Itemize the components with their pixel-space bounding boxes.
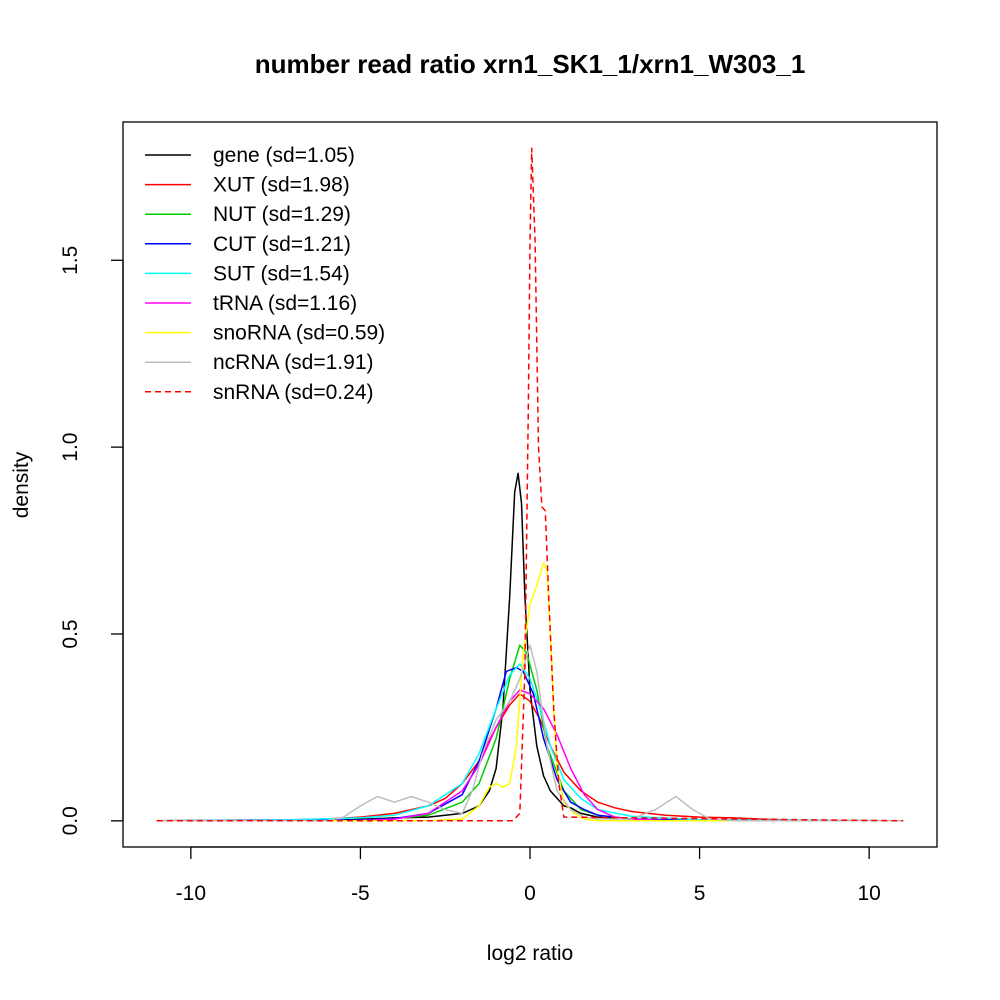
chart-title: number read ratio xrn1_SK1_1/xrn1_W303_1 [255,49,806,79]
y-axis-label: density [10,451,33,518]
legend-label-2: NUT (sd=1.29) [213,203,351,226]
x-tick-label: -10 [176,882,206,905]
series-line-7 [156,644,904,822]
legend-label-8: snRNA (sd=0.24) [213,381,374,404]
series-line-8 [156,147,904,822]
x-axis-label: log2 ratio [487,942,573,965]
legend-label-5: tRNA (sd=1.16) [213,292,357,315]
legend-label-7: ncRNA (sd=1.91) [213,351,374,374]
series-line-1 [156,693,904,822]
y-axis: 0.0 0.5 1.0 1.5 [59,246,124,835]
legend-label-3: CUT (sd=1.21) [213,233,351,256]
x-tick-label: -5 [351,882,370,905]
y-tick-label: 1.5 [59,246,82,275]
legend-label-0: gene (sd=1.05) [213,144,355,167]
x-axis: -10 -5 0 5 10 [176,846,881,905]
y-tick-label: 0.5 [59,619,82,648]
y-tick-label: 1.0 [59,433,82,462]
series-layer [156,147,904,822]
y-tick-label: 0.0 [59,806,82,835]
x-tick-label: 10 [857,882,880,905]
series-line-2 [156,644,904,822]
series-line-5 [156,689,904,822]
legend-label-6: snoRNA (sd=0.59) [213,322,385,345]
plot-frame [122,121,938,848]
legend-label-1: XUT (sd=1.98) [213,174,350,197]
legend-label-4: SUT (sd=1.54) [213,262,350,285]
x-tick-label: 5 [694,882,706,905]
series-line-0 [156,472,904,822]
x-tick-label: 0 [524,882,536,905]
legend: gene (sd=1.05) XUT (sd=1.98) NUT (sd=1.29)… [145,144,385,404]
